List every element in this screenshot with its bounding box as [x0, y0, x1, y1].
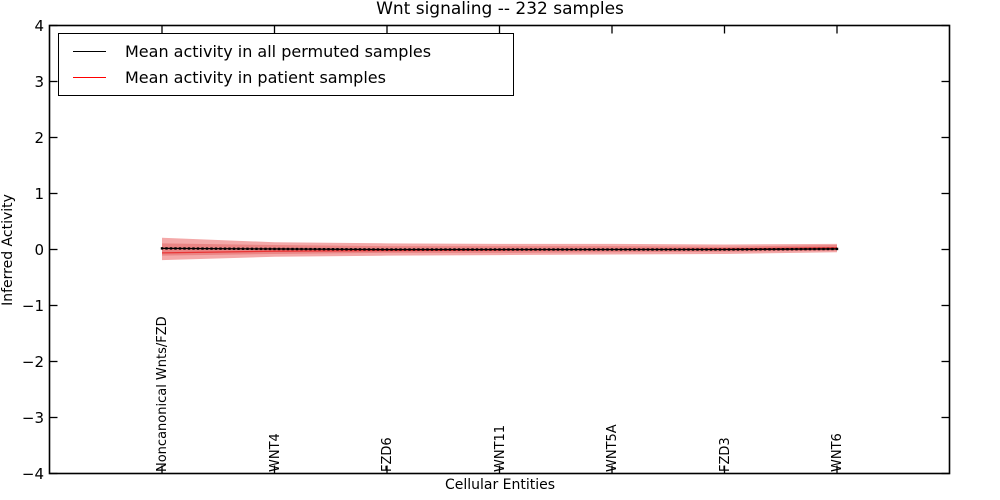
x-tick-label: WNT11: [492, 424, 508, 472]
y-tick-label: −1: [21, 296, 44, 315]
y-tick-label: −4: [21, 464, 44, 483]
x-tick-label: WNT5A: [605, 424, 620, 472]
chart-title: Wnt signaling -- 232 samples: [376, 0, 624, 19]
x-tick-label: WNT6: [830, 433, 845, 472]
x-axis-label: Cellular Entities: [444, 477, 556, 493]
y-tick-label: 0: [34, 240, 44, 259]
permuted-mean-markers: [160, 247, 839, 251]
y-tick-label: 4: [34, 16, 44, 35]
y-tick-label: −3: [21, 408, 44, 427]
legend-label: Mean activity in all permuted samples: [125, 41, 432, 61]
x-tick-label: FZD3: [717, 437, 733, 472]
legend-entry-permuted: Mean activity in all permuted samples: [73, 38, 513, 64]
legend-box: Mean activity in all permuted samples Me…: [58, 33, 514, 96]
x-tick-label: WNT4: [267, 433, 283, 472]
y-tick-label: −2: [21, 352, 44, 371]
y-tick-label: 2: [34, 128, 44, 147]
y-tick-label: 3: [34, 72, 44, 91]
legend-entry-patient: Mean activity in patient samples: [73, 65, 513, 91]
black-line-swatch: [73, 50, 106, 52]
x-tick-label: Noncanonical Wnts/FZD: [155, 316, 170, 472]
x-tick-label: FZD6: [380, 437, 395, 472]
legend-label: Mean activity in patient samples: [125, 68, 386, 88]
y-tick-label: 1: [34, 184, 44, 203]
tick-marks: [49, 24, 950, 475]
red-line-swatch: [73, 77, 106, 79]
